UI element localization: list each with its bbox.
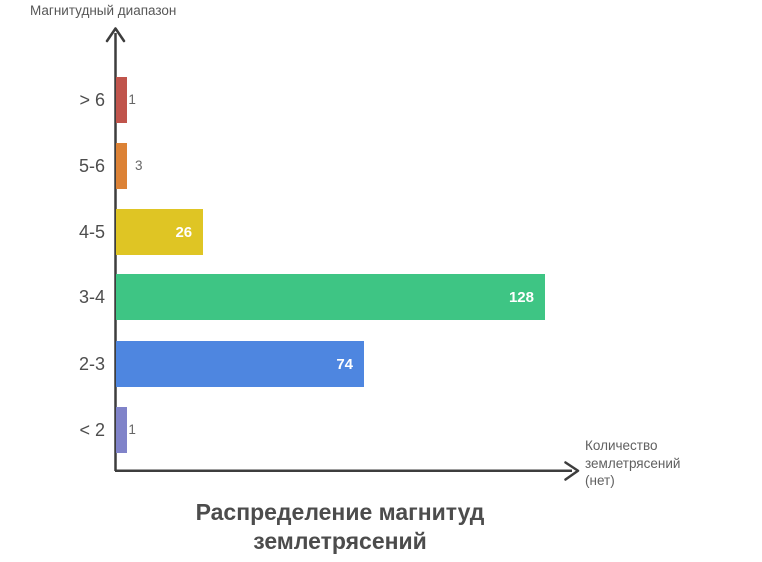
category-label: 2-3 — [78, 354, 105, 374]
chart-row: > 6 1 — [0, 77, 762, 123]
value-label-outside: 3 — [135, 158, 143, 173]
value-label-outside: 1 — [128, 422, 136, 437]
chart-row: 5-6 3 — [0, 143, 762, 189]
chart-row: 2-3 74 — [0, 341, 762, 387]
category-label: 3-4 — [78, 287, 105, 307]
x-axis-label-line: землетрясений — [585, 455, 681, 471]
category-label: > 6 — [79, 90, 105, 110]
bar: 128 — [116, 274, 545, 320]
chart-title-line: Распределение магнитуд — [195, 499, 485, 525]
y-axis-label: Магнитудный диапазон — [30, 3, 177, 18]
x-axis-label-line: Количество — [585, 438, 658, 453]
category-label: 4-5 — [78, 222, 105, 242]
chart-row: < 2 1 — [0, 407, 762, 453]
value-label-inside: 74 — [336, 355, 354, 373]
chart-row: 3-4 128 — [0, 274, 762, 320]
value-label-inside: 26 — [175, 223, 193, 241]
right-arrow-icon — [564, 461, 580, 481]
up-arrow-icon — [105, 27, 126, 43]
bar — [116, 77, 127, 123]
chart-title-line: землетрясений — [253, 528, 427, 554]
value-label-outside: 1 — [128, 92, 136, 107]
x-axis-label: Количество землетрясений (нет) — [585, 437, 680, 490]
bar: 74 — [116, 341, 365, 387]
value-label-inside: 128 — [508, 288, 534, 306]
category-label: < 2 — [79, 420, 105, 440]
bar — [116, 143, 127, 189]
bar: 26 — [116, 209, 204, 255]
chart-title: Распределение магнитуд землетрясений — [0, 498, 680, 556]
chart-row: 4-5 26 — [0, 209, 762, 255]
x-axis-label-line: (нет) — [585, 473, 615, 488]
bar — [116, 407, 127, 453]
category-label: 5-6 — [78, 156, 105, 176]
